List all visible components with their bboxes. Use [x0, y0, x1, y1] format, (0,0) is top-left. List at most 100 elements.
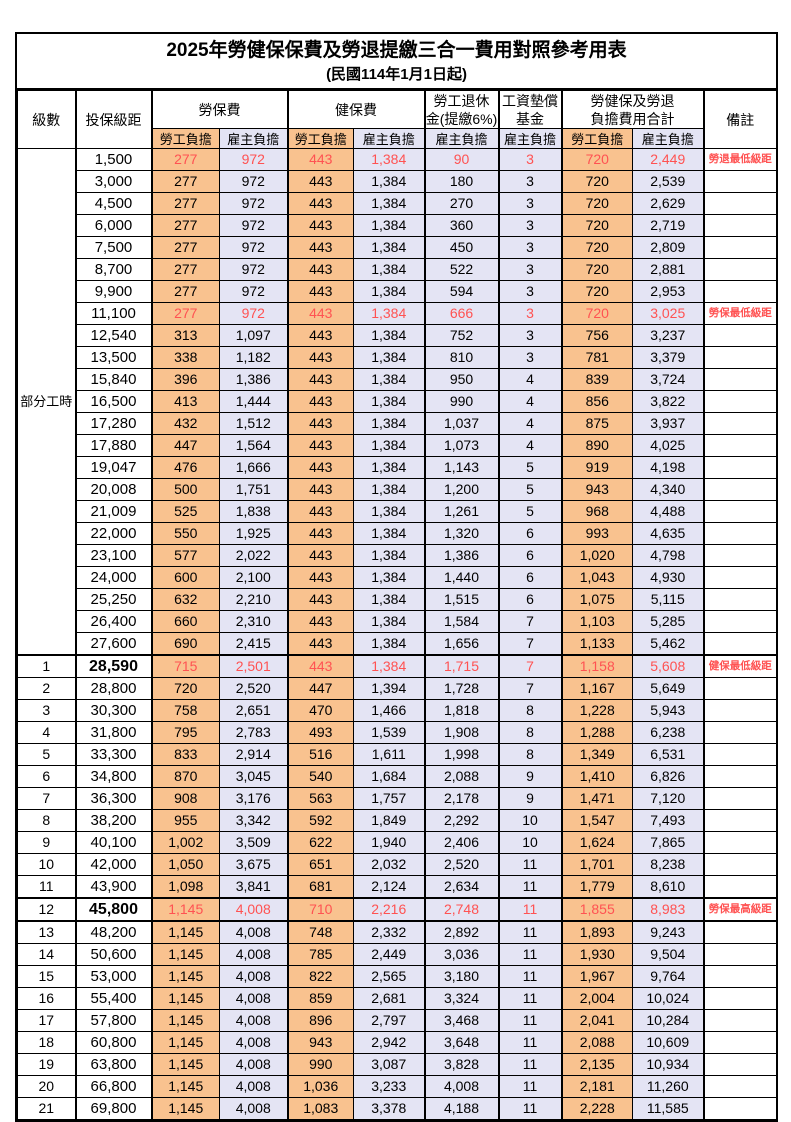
value-cell: 3,724 [632, 368, 705, 391]
value-cell: 443 [287, 610, 354, 633]
value-cell: 4,008 [219, 965, 289, 988]
remark-cell [703, 1075, 777, 1098]
table-row: 21,009 525 1,838 443 1,384 1,261 5 968 4,488 [18, 500, 777, 523]
value-cell: 943 [561, 478, 633, 501]
value-cell: 7 [498, 654, 563, 678]
value-cell: 2,088 [424, 765, 500, 788]
value-cell: 4,008 [424, 1075, 500, 1098]
value-cell: 594 [424, 280, 500, 303]
col-header-bracket: 投保級距 [75, 90, 153, 149]
bracket-cell: 33,300 [75, 743, 153, 766]
bracket-cell: 38,200 [75, 809, 153, 832]
value-cell: 968 [561, 500, 633, 523]
table-row: 19,047 476 1,666 443 1,384 1,143 5 919 4,198 [18, 456, 777, 479]
value-cell: 2,748 [424, 897, 500, 922]
value-cell: 1,384 [353, 192, 426, 215]
table-row: 12,540 313 1,097 443 1,384 752 3 756 3,237 [18, 324, 777, 347]
value-cell: 720 [561, 280, 633, 303]
value-cell: 4,635 [632, 522, 705, 545]
value-cell: 432 [151, 412, 220, 435]
value-cell: 2,501 [219, 654, 289, 678]
value-cell: 1,925 [219, 522, 289, 545]
bracket-cell: 28,800 [75, 677, 153, 700]
remark-cell [703, 1053, 777, 1076]
value-cell: 720 [561, 214, 633, 237]
value-cell: 2,914 [219, 743, 289, 766]
value-cell: 1,145 [151, 920, 220, 944]
col-header-labor-insurance: 勞保費 [151, 90, 289, 129]
remark-cell [703, 258, 777, 281]
bracket-cell: 25,250 [75, 588, 153, 611]
value-cell: 3,828 [424, 1053, 500, 1076]
value-cell: 313 [151, 324, 220, 347]
col-header-pension: 勞工退休 金(提繳6%) [424, 90, 500, 129]
value-cell: 277 [151, 236, 220, 259]
value-cell: 516 [287, 743, 354, 766]
value-cell: 2,041 [561, 1009, 633, 1032]
value-cell: 1,036 [287, 1075, 354, 1098]
level-cell: 18 [17, 1031, 77, 1054]
bracket-cell: 66,800 [75, 1075, 153, 1098]
value-cell: 6 [498, 588, 563, 611]
value-cell: 9,243 [632, 920, 705, 944]
value-cell: 1,288 [561, 721, 633, 744]
value-cell: 2,216 [353, 897, 426, 922]
value-cell: 1,145 [151, 1097, 220, 1120]
value-cell: 4,488 [632, 500, 705, 523]
remark-cell [703, 324, 777, 347]
value-cell: 1,073 [424, 434, 500, 457]
value-cell: 277 [151, 192, 220, 215]
value-cell: 1,967 [561, 965, 633, 988]
bracket-cell: 9,900 [75, 280, 153, 303]
value-cell: 2,032 [353, 853, 426, 876]
table-row: 19 63,800 1,145 4,008 990 3,087 3,828 11 2,135 10… [17, 1053, 777, 1076]
value-cell: 710 [287, 897, 354, 922]
value-cell: 11 [498, 1075, 563, 1098]
col-header-wage-fund: 工資墊償 基金 [498, 90, 563, 129]
table-row: 17,280 432 1,512 443 1,384 1,037 4 875 3,937 [18, 412, 777, 435]
value-cell: 443 [287, 544, 354, 567]
value-cell: 4,930 [632, 566, 705, 589]
bracket-cell: 48,200 [75, 920, 153, 944]
bracket-cell: 40,100 [75, 831, 153, 854]
value-cell: 908 [151, 787, 220, 810]
value-cell: 2,634 [424, 875, 500, 899]
value-cell: 1,320 [424, 522, 500, 545]
value-cell: 443 [287, 236, 354, 259]
level-cell: 6 [17, 765, 77, 788]
value-cell: 447 [287, 677, 354, 700]
remark-cell [703, 192, 777, 215]
part-time-label: 部分工時 [17, 148, 77, 656]
bracket-cell: 20,008 [75, 478, 153, 501]
value-cell: 1,098 [151, 875, 220, 899]
value-cell: 3,509 [219, 831, 289, 854]
table-row: 18 60,800 1,145 4,008 943 2,942 3,648 11 2,088 10… [17, 1031, 777, 1054]
value-cell: 781 [561, 346, 633, 369]
remark-cell [703, 721, 777, 744]
bracket-cell: 27,600 [75, 632, 153, 656]
value-cell: 2,449 [632, 148, 705, 171]
value-cell: 3,378 [353, 1097, 426, 1120]
value-cell: 1,666 [219, 456, 289, 479]
table-row: 24,000 600 2,100 443 1,384 1,440 6 1,043 4,930 [18, 566, 777, 589]
value-cell: 476 [151, 456, 220, 479]
value-cell: 4 [498, 390, 563, 413]
value-cell: 756 [561, 324, 633, 347]
value-cell: 11 [498, 965, 563, 988]
table-row: 13 48,200 1,145 4,008 748 2,332 2,892 11 1,893 9,… [17, 920, 777, 944]
value-cell: 1,200 [424, 478, 500, 501]
value-cell: 2,124 [353, 875, 426, 899]
value-cell: 9,764 [632, 965, 705, 988]
value-cell: 1,584 [424, 610, 500, 633]
value-cell: 990 [424, 390, 500, 413]
level-cell: 5 [17, 743, 77, 766]
value-cell: 443 [287, 588, 354, 611]
value-cell: 3,342 [219, 809, 289, 832]
bracket-cell: 8,700 [75, 258, 153, 281]
value-cell: 795 [151, 721, 220, 744]
value-cell: 525 [151, 500, 220, 523]
remark-cell: 勞保最低級距 [703, 302, 777, 325]
value-cell: 2,809 [632, 236, 705, 259]
value-cell: 3 [498, 214, 563, 237]
value-cell: 443 [287, 192, 354, 215]
